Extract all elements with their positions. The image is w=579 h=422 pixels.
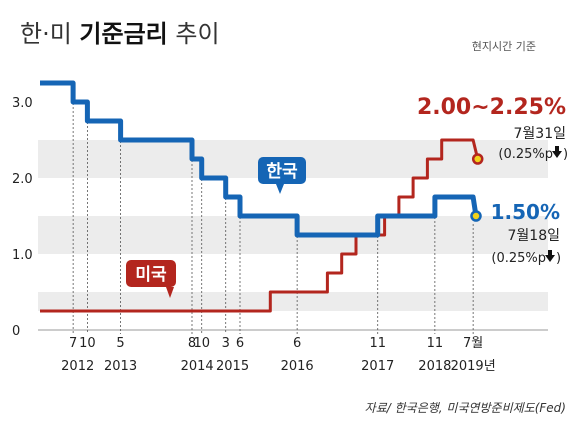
x-year-label: 2018 (418, 359, 451, 374)
background-band (38, 216, 548, 254)
us-label-badge: 미국 (126, 260, 176, 298)
korea-label-badge: 한국 (258, 157, 306, 194)
korea-label: 한국 (266, 162, 298, 182)
y-tick-label: 3.0 (12, 96, 33, 111)
x-month-label: 7 (69, 336, 77, 351)
y-tick-labels: 0 1.0 2.0 3.0 (12, 96, 33, 339)
x-year-label: 2017 (361, 359, 394, 374)
source-note: 자료/ 한국은행, 미국연방준비제도(Fed) (365, 401, 566, 415)
korea-change-label: (0.25%p (491, 251, 546, 266)
x-year-label: 2016 (281, 359, 314, 374)
y-tick-label: 1.0 (12, 248, 33, 263)
x-month-label: 7월 (463, 336, 483, 351)
y-tick-label: 2.0 (12, 172, 33, 187)
us-change-label: (0.25%p (498, 147, 553, 162)
x-month-label: 10 (79, 336, 96, 351)
x-month-label: 5 (116, 336, 124, 351)
x-year-label: 2014 (181, 359, 214, 374)
down-arrow-icon: ) (545, 250, 561, 266)
us-rate-label: 2.00~2.25% (417, 95, 566, 120)
vertical-guides (72, 87, 474, 334)
svg-text:): ) (556, 251, 561, 266)
x-month-label: 8 (188, 336, 196, 351)
x-month-label: 3 (222, 336, 230, 351)
us-date-label: 7월31일 (514, 126, 566, 142)
korea-end-marker (470, 210, 482, 222)
x-month-label: 11 (427, 336, 444, 351)
x-year-label: 2013 (104, 359, 137, 374)
end-markers (470, 153, 484, 222)
background-band (38, 52, 548, 102)
x-year-label: 2015 (216, 359, 249, 374)
x-year-label: 2019년 (451, 359, 496, 374)
series-lines (40, 80, 480, 313)
us-end-marker (471, 153, 484, 165)
x-month-label: 6 (293, 336, 301, 351)
korea-rate-line (40, 80, 479, 238)
svg-text:): ) (563, 147, 568, 162)
korea-rate-label: 1.50% (491, 200, 560, 224)
time-note: 현지시간 기준 (472, 40, 536, 53)
x-month-label: 11 (369, 336, 386, 351)
background-bands (38, 52, 548, 311)
x-month-label: 6 (236, 336, 244, 351)
x-month-label: 10 (193, 336, 210, 351)
x-year-label: 2012 (61, 359, 94, 374)
down-arrow-icon: ) (552, 146, 568, 162)
page-title: 한·미 기준금리 추이 (20, 20, 220, 48)
korea-date-label: 7월18일 (508, 228, 560, 244)
us-label: 미국 (135, 265, 167, 285)
y-tick-label: 0 (12, 324, 20, 339)
background-band (38, 292, 548, 311)
